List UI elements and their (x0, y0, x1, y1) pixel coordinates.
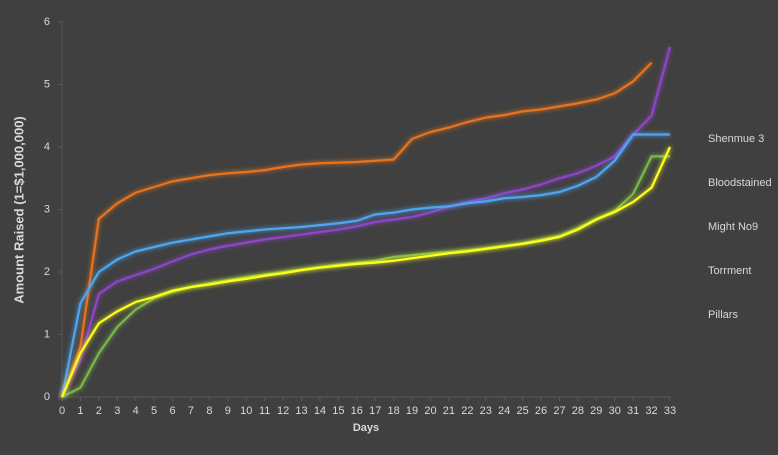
y-tick-label: 6 (44, 16, 50, 28)
x-tick-label: 3 (114, 405, 120, 417)
legend-label: Shenmue 3 (708, 133, 764, 145)
x-tick-label: 17 (369, 405, 381, 417)
legend-label: Torrment (708, 265, 751, 277)
y-tick-label: 5 (44, 78, 50, 90)
x-tick-label: 20 (424, 405, 436, 417)
x-tick-label: 12 (277, 405, 289, 417)
x-tick-label: 15 (332, 405, 344, 417)
x-tick-label: 22 (461, 405, 473, 417)
x-tick-label: 21 (443, 405, 455, 417)
x-tick-label: 30 (609, 405, 621, 417)
x-tick-label: 6 (169, 405, 175, 417)
x-tick-label: 9 (225, 405, 231, 417)
x-tick-label: 14 (314, 405, 326, 417)
series-line (60, 61, 653, 398)
series-line (60, 133, 670, 398)
x-tick-label: 10 (240, 405, 252, 417)
x-tick-label: 19 (406, 405, 418, 417)
y-tick-label: 2 (44, 266, 50, 278)
x-tick-label: 33 (664, 405, 676, 417)
x-tick-label: 11 (259, 405, 270, 417)
x-tick-label: 0 (59, 405, 65, 417)
x-tick-label: 26 (535, 405, 547, 417)
y-tick-label: 0 (44, 391, 50, 403)
x-tick-label: 29 (590, 405, 602, 417)
x-tick-label: 4 (133, 405, 139, 417)
x-tick-label: 16 (351, 405, 363, 417)
x-tick-label: 5 (151, 405, 157, 417)
legend-label: Bloodstained (708, 177, 772, 189)
x-tick-label: 25 (516, 405, 528, 417)
x-tick-label: 2 (96, 405, 102, 417)
series-line (61, 155, 670, 398)
x-tick-label: 13 (295, 405, 307, 417)
x-tick-label: 18 (388, 405, 400, 417)
series-line (60, 146, 672, 398)
y-tick-label: 3 (44, 203, 50, 215)
series-line (61, 46, 672, 398)
x-tick-label: 27 (553, 405, 565, 417)
x-tick-label: 31 (627, 405, 639, 417)
legend-label: Might No9 (708, 221, 758, 233)
x-tick-label: 32 (645, 405, 657, 417)
x-axis-label: Days (353, 422, 379, 434)
legend-label: Pillars (708, 309, 738, 321)
y-axis-label: Amount Raised (1=$1,000,000) (11, 116, 26, 304)
y-tick-label: 1 (44, 328, 50, 340)
x-tick-label: 24 (498, 405, 510, 417)
x-tick-label: 7 (188, 405, 194, 417)
x-tick-label: 23 (480, 405, 492, 417)
x-tick-label: 1 (77, 405, 83, 417)
x-tick-label: 8 (206, 405, 212, 417)
x-tick-label: 28 (572, 405, 584, 417)
y-tick-label: 4 (44, 141, 50, 153)
